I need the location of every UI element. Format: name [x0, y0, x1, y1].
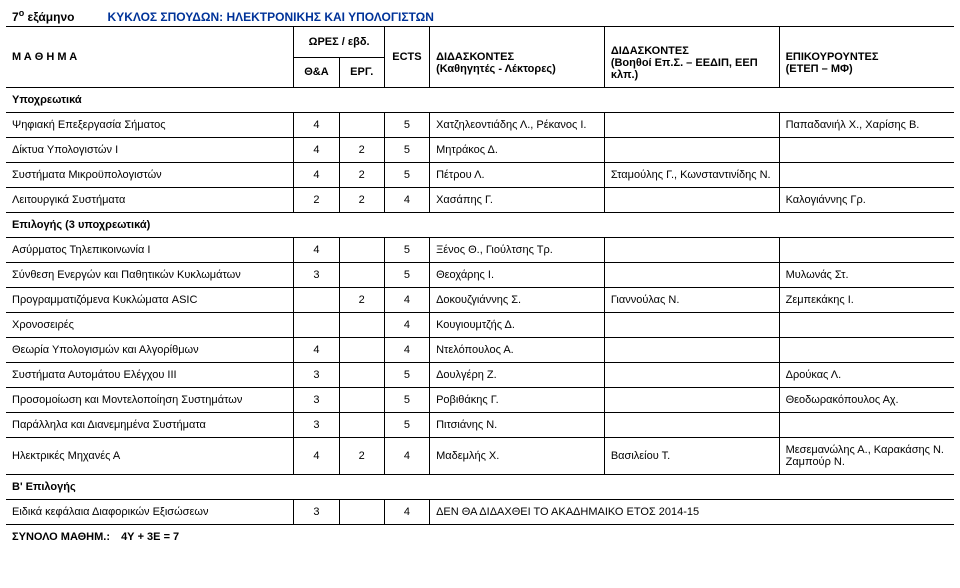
col-tha: Θ&Α — [294, 57, 339, 88]
semester-number: 7ο εξάμηνο — [12, 10, 74, 24]
table-row: Ασύρματος Τηλεπικοινωνία Ι 4 5 Ξένος Θ.,… — [6, 238, 954, 263]
col-ects: ECTS — [384, 27, 429, 88]
col-hours: ΩΡΕΣ / εβδ. — [294, 27, 384, 58]
curriculum-table: 7ο εξάμηνο ΚΥΚΛΟΣ ΣΠΟΥΔΩΝ: ΗΛΕΚΤΡΟΝΙΚΗΣ … — [6, 4, 954, 549]
table-row: Δίκτυα Υπολογιστών Ι 4 2 5 Μητράκος Δ. — [6, 138, 954, 163]
table-row: Θεωρία Υπολογισμών και Αλγορίθμων 4 4 Ντ… — [6, 338, 954, 363]
table-row: Ηλεκτρικές Μηχανές Α 4 2 4 Μαδεμλής Χ. Β… — [6, 438, 954, 475]
col-assistants: ΔΙΔΑΣΚΟΝΤΕΣ (Βοηθοί Επ.Σ. – ΕΕΔΙΠ, ΕΕΠ κ… — [604, 27, 779, 88]
cycle-title: ΚΥΚΛΟΣ ΣΠΟΥΔΩΝ: ΗΛΕΚΤΡΟΝΙΚΗΣ ΚΑΙ ΥΠΟΛΟΓΙ… — [78, 10, 434, 24]
top-title-row: 7ο εξάμηνο ΚΥΚΛΟΣ ΣΠΟΥΔΩΝ: ΗΛΕΚΤΡΟΝΙΚΗΣ … — [6, 4, 954, 27]
section-b-option: Β' Επιλογής — [6, 475, 954, 500]
table-row: Προσομοίωση και Μοντελοποίηση Συστημάτων… — [6, 388, 954, 413]
col-erg: ΕΡΓ. — [339, 57, 384, 88]
col-supporters: ΕΠΙΚΟΥΡΟΥΝΤΕΣ (ΕΤΕΠ – ΜΦ) — [779, 27, 954, 88]
table-row: Χρονοσειρές 4 Κουγιουμτζής Δ. — [6, 313, 954, 338]
col-course: Μ Α Θ Η Μ Α — [6, 27, 294, 88]
table-row: Προγραμματιζόμενα Κυκλώματα ASIC 2 4 Δοκ… — [6, 288, 954, 313]
table-row: Συστήματα Αυτομάτου Ελέγχου ΙΙΙ 3 5 Δουλ… — [6, 363, 954, 388]
table-row: Παράλληλα και Διανεμημένα Συστήματα 3 5 … — [6, 413, 954, 438]
section-optional: Επιλογής (3 υποχρεωτικά) — [6, 213, 954, 238]
section-mandatory: Υποχρεωτικά — [6, 88, 954, 113]
table-row: Ψηφιακή Επεξεργασία Σήματος 4 5 Χατζηλεο… — [6, 113, 954, 138]
table-row: Λειτουργικά Συστήματα 2 2 4 Χασάπης Γ. Κ… — [6, 188, 954, 213]
table-row: Συστήματα Μικροϋπολογιστών 4 2 5 Πέτρου … — [6, 163, 954, 188]
footer-label: ΣΥΝΟΛΟ ΜΑΘΗΜ.: — [12, 531, 110, 543]
footer-formula: 4Υ + 3Ε = 7 — [113, 531, 179, 543]
table-row: Ειδικά κεφάλαια Διαφορικών Εξισώσεων 3 4… — [6, 500, 954, 525]
col-instructors: ΔΙΔΑΣΚΟΝΤΕΣ (Καθηγητές - Λέκτορες) — [430, 27, 605, 88]
table-row: Σύνθεση Ενεργών και Παθητικών Κυκλωμάτων… — [6, 263, 954, 288]
footer-total: ΣΥΝΟΛΟ ΜΑΘΗΜ.: 4Υ + 3Ε = 7 — [6, 525, 954, 550]
